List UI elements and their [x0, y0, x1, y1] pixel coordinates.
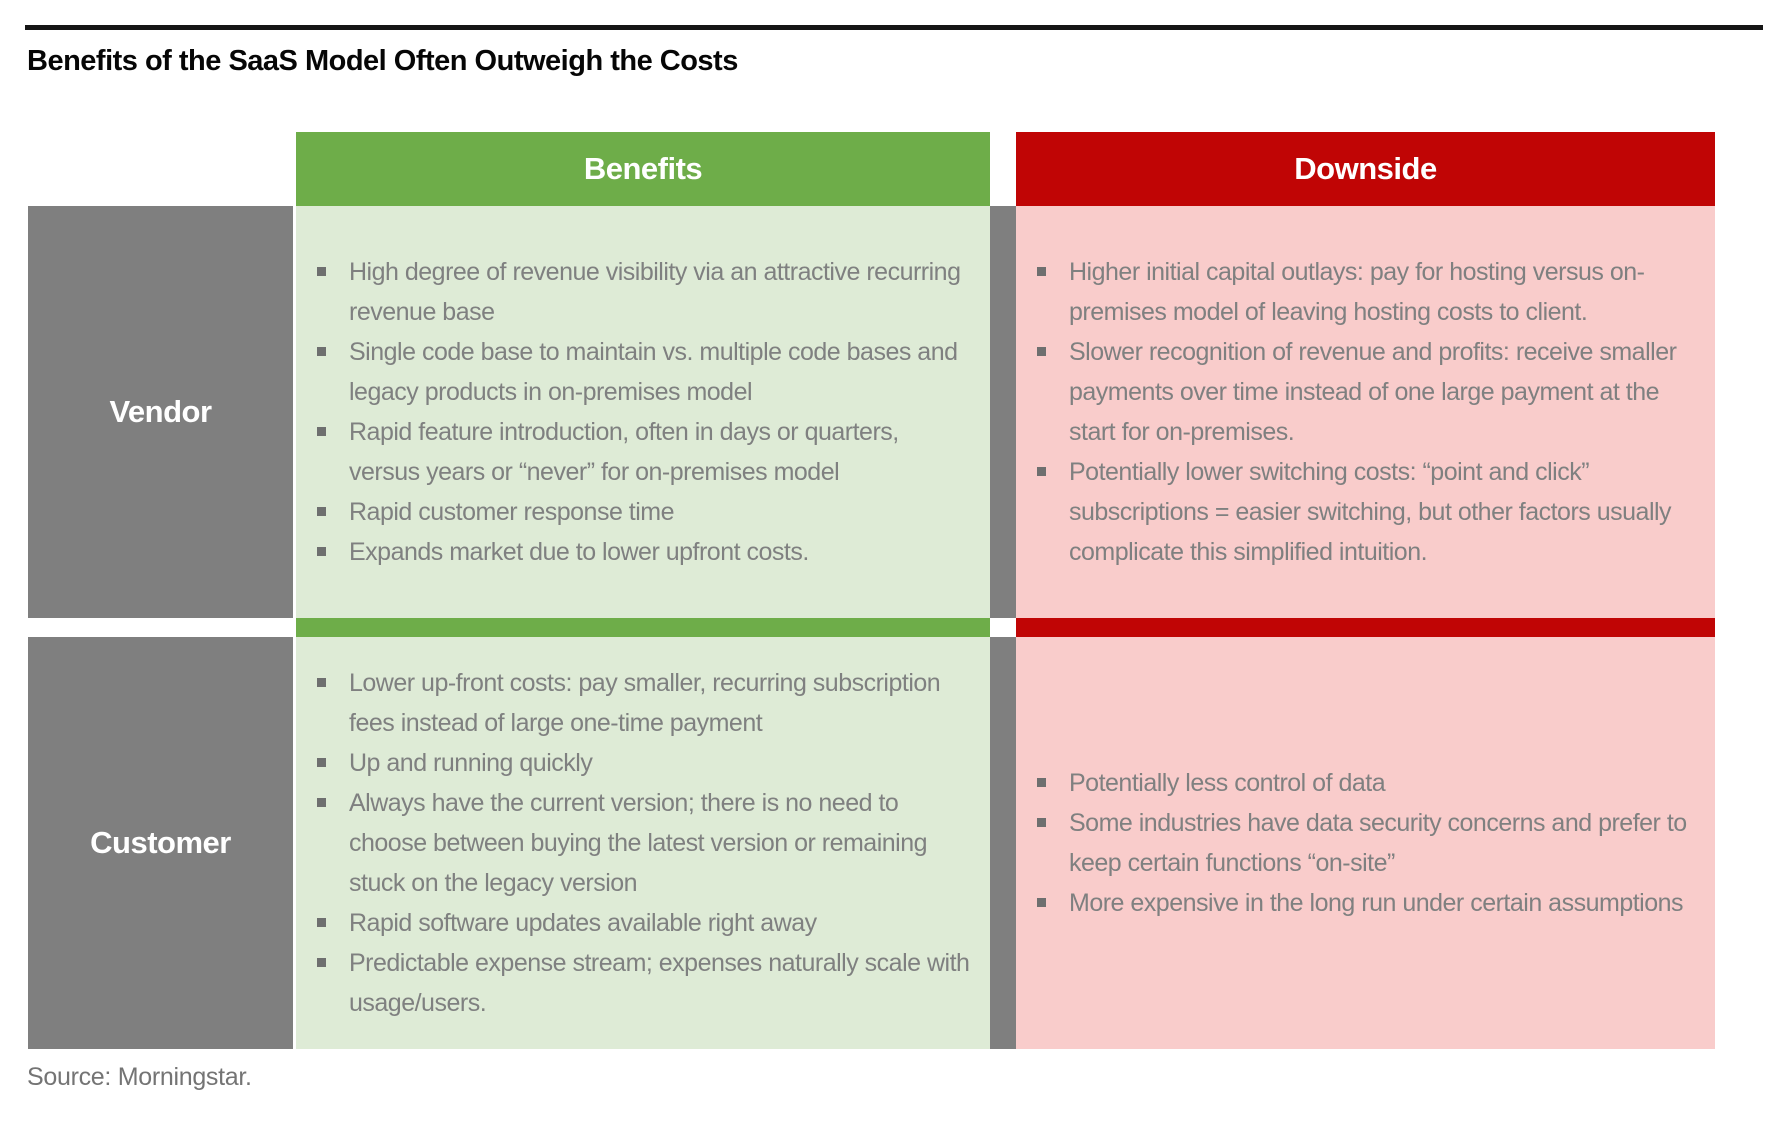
list-item-text: Rapid software updates available right a… — [349, 909, 817, 937]
list-item: Rapid feature introduction, often in day… — [296, 412, 972, 492]
list-item: Higher initial capital outlays: pay for … — [1016, 252, 1697, 332]
bullet-square-icon — [1037, 347, 1046, 356]
row-header-vendor: Vendor — [28, 206, 293, 618]
row-divider-green-bar — [296, 618, 990, 637]
bullet-square-icon — [317, 267, 326, 276]
list-item-text: Slower recognition of revenue and profit… — [1069, 338, 1677, 446]
list-item: Rapid software updates available right a… — [296, 903, 972, 943]
bullet-square-icon — [317, 798, 326, 807]
bullet-square-icon — [1037, 467, 1046, 476]
saas-benefits-figure: Benefits of the SaaS Model Often Outweig… — [0, 25, 1788, 1092]
list-item-text: Rapid feature introduction, often in day… — [349, 418, 899, 486]
list-item: Always have the current version; there i… — [296, 783, 972, 903]
column-header-downside: Downside — [1016, 132, 1715, 206]
list-item-text: Lower up-front costs: pay smaller, recur… — [349, 669, 941, 737]
list-item: More expensive in the long run under cer… — [1016, 883, 1697, 923]
benefits-downside-table: Benefits Downside Vendor High degree of … — [28, 132, 1788, 1049]
source-note: Source: Morningstar. — [27, 1063, 252, 1091]
bullet-square-icon — [317, 427, 326, 436]
bullet-square-icon — [317, 678, 326, 687]
figure-title: Benefits of the SaaS Model Often Outweig… — [27, 45, 738, 77]
list-item: High degree of revenue visibility via an… — [296, 252, 972, 332]
list-item-text: Some industries have data security conce… — [1069, 809, 1687, 877]
bullet-square-icon — [317, 507, 326, 516]
list-item: Slower recognition of revenue and profit… — [1016, 332, 1697, 452]
list-item: Rapid customer response time — [296, 492, 972, 532]
vendor-downside-list: Higher initial capital outlays: pay for … — [1016, 252, 1715, 572]
list-item: Expands market due to lower upfront cost… — [296, 532, 972, 572]
vendor-downside-cell: Higher initial capital outlays: pay for … — [1016, 206, 1715, 618]
vendor-benefits-list: High degree of revenue visibility via an… — [296, 252, 990, 572]
customer-benefits-cell: Lower up-front costs: pay smaller, recur… — [296, 637, 990, 1049]
list-item-text: Higher initial capital outlays: pay for … — [1069, 258, 1645, 326]
customer-downside-list: Potentially less control of data Some in… — [1016, 763, 1715, 923]
bullet-square-icon — [1037, 778, 1046, 787]
row-divider-red-bar — [1016, 618, 1715, 637]
list-item: Up and running quickly — [296, 743, 972, 783]
list-item-text: Potentially less control of data — [1069, 769, 1386, 797]
list-item: Potentially less control of data — [1016, 763, 1697, 803]
list-item-text: Rapid customer response time — [349, 498, 675, 526]
bullet-square-icon — [317, 547, 326, 556]
list-item: Single code base to maintain vs. multipl… — [296, 332, 972, 412]
bullet-square-icon — [1037, 898, 1046, 907]
vendor-benefits-cell: High degree of revenue visibility via an… — [296, 206, 990, 618]
list-item-text: Single code base to maintain vs. multipl… — [349, 338, 958, 406]
bullet-square-icon — [317, 958, 326, 967]
list-item-text: Predictable expense stream; expenses nat… — [349, 949, 970, 1017]
top-rule — [25, 25, 1763, 30]
list-item-text: Always have the current version; there i… — [349, 789, 928, 897]
column-header-benefits: Benefits — [296, 132, 990, 206]
list-item-text: More expensive in the long run under cer… — [1069, 889, 1684, 917]
customer-benefits-list: Lower up-front costs: pay smaller, recur… — [296, 663, 990, 1023]
bullet-square-icon — [317, 347, 326, 356]
list-item: Potentially lower switching costs: “poin… — [1016, 452, 1697, 572]
customer-downside-cell: Potentially less control of data Some in… — [1016, 637, 1715, 1049]
list-item-text: High degree of revenue visibility via an… — [349, 258, 961, 326]
row-header-customer: Customer — [28, 637, 293, 1049]
list-item-text: Potentially lower switching costs: “poin… — [1069, 458, 1672, 566]
column-divider — [990, 206, 1016, 618]
list-item: Predictable expense stream; expenses nat… — [296, 943, 972, 1023]
bullet-square-icon — [317, 918, 326, 927]
bullet-square-icon — [317, 758, 326, 767]
column-divider — [990, 637, 1016, 1049]
bullet-square-icon — [1037, 818, 1046, 827]
list-item-text: Up and running quickly — [349, 749, 593, 777]
list-item: Lower up-front costs: pay smaller, recur… — [296, 663, 972, 743]
bullet-square-icon — [1037, 267, 1046, 276]
list-item: Some industries have data security conce… — [1016, 803, 1697, 883]
list-item-text: Expands market due to lower upfront cost… — [349, 538, 809, 566]
